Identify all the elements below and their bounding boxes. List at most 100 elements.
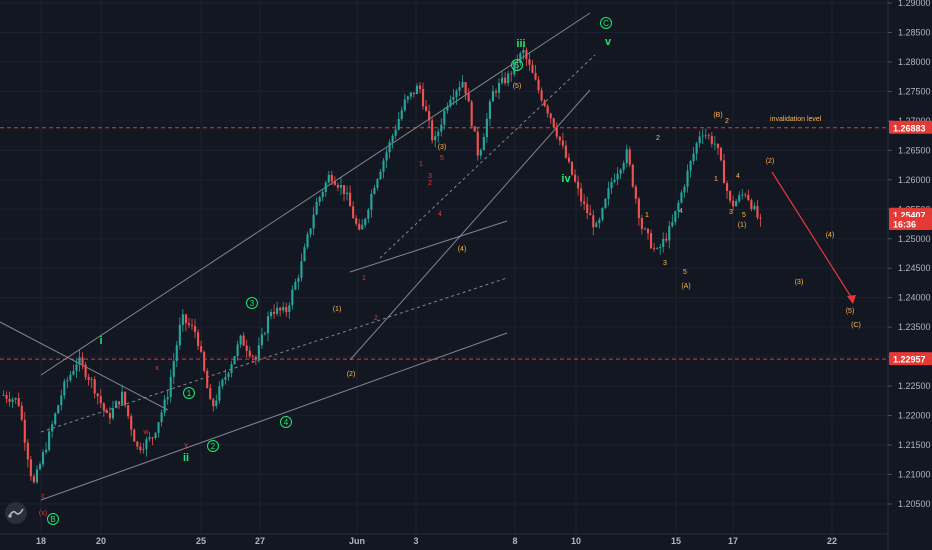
- wave-label-red: 2: [428, 180, 432, 187]
- candle-body: [370, 193, 373, 210]
- candle-body: [437, 131, 440, 137]
- candle-body: [449, 99, 452, 107]
- candle-body: [519, 53, 522, 64]
- candle-body: [306, 234, 309, 248]
- wave-label-circled: 5: [515, 61, 520, 70]
- wave-label-red: 2: [374, 315, 378, 322]
- candle-body: [212, 399, 215, 407]
- candle-body: [273, 311, 276, 314]
- candle-body: [729, 191, 732, 201]
- wave-label-orange: 2: [656, 135, 660, 142]
- wave-label-orange: 2: [725, 118, 729, 125]
- candle-body: [610, 181, 613, 189]
- candle-body: [619, 169, 622, 174]
- candle-body: [507, 73, 510, 84]
- candle-body: [710, 136, 713, 144]
- candle-body: [428, 111, 431, 121]
- candle-body: [41, 452, 45, 465]
- wave-label-orange: (B): [713, 112, 722, 119]
- y-tick-label: 1.29000: [898, 0, 931, 8]
- grid-lines: [0, 0, 888, 534]
- candle-body: [528, 59, 531, 65]
- wave-label-circled: C: [603, 19, 609, 28]
- candle-body: [175, 345, 178, 361]
- candle-body: [543, 100, 546, 107]
- candle-body: [564, 145, 567, 158]
- y-tick-label: 1.24000: [898, 293, 931, 303]
- wave-label-red: 3: [428, 173, 432, 180]
- candle-body: [20, 405, 23, 420]
- wave-label-orange: 3: [729, 209, 733, 216]
- candle-body: [324, 182, 327, 192]
- candle-body: [184, 314, 187, 324]
- candle-body: [409, 92, 412, 97]
- candle-body: [148, 437, 151, 440]
- wave-label-green: iii: [516, 38, 525, 50]
- candle-body: [680, 192, 683, 203]
- candlestick-series: [2, 45, 762, 485]
- candle-body: [604, 198, 607, 208]
- candle-body: [8, 398, 11, 402]
- candle-body: [540, 90, 543, 101]
- candle-body: [233, 356, 236, 365]
- candle-body: [704, 135, 707, 137]
- candle-body: [333, 181, 336, 185]
- logo-icon[interactable]: [5, 502, 27, 524]
- wave-label-orange: 1: [645, 212, 649, 219]
- candle-body: [455, 90, 458, 98]
- candle-body: [418, 85, 422, 90]
- x-tick-label: 20: [96, 536, 106, 546]
- candle-body: [169, 376, 172, 398]
- wave-label-orange: (5): [846, 308, 855, 315]
- candle-body: [51, 424, 54, 432]
- candle-body: [671, 222, 674, 227]
- y-axis[interactable]: 1.290001.285001.280001.275001.270001.265…: [887, 0, 932, 550]
- candle-body: [665, 238, 668, 241]
- wave-label-circle: [280, 416, 292, 428]
- candle-body: [643, 228, 647, 230]
- price-tag: [889, 217, 932, 231]
- candle-body: [412, 92, 415, 94]
- candle-body: [452, 97, 455, 100]
- wave-label-orange: (5): [513, 83, 522, 90]
- candle-body: [163, 399, 166, 413]
- candle-body: [497, 82, 501, 93]
- candle-body: [446, 106, 449, 111]
- candle-body: [288, 305, 291, 313]
- candle-body: [133, 429, 136, 442]
- candle-body: [649, 233, 653, 249]
- candle-body: [117, 401, 121, 405]
- candle-body: [197, 332, 200, 347]
- wave-label-orange: 3: [663, 260, 667, 267]
- candle-body: [513, 61, 516, 75]
- candle-body: [534, 73, 537, 80]
- wave-label-green: ii: [183, 452, 189, 464]
- candle-body: [443, 110, 446, 125]
- candle-body: [701, 135, 704, 137]
- wave-label-red: (x): [39, 510, 47, 517]
- candle-body: [659, 247, 662, 249]
- candle-body: [434, 136, 437, 141]
- candle-body: [93, 379, 96, 394]
- price-tag-label: 1.22957: [893, 355, 926, 365]
- candle-body: [458, 87, 461, 91]
- candle-body: [227, 373, 230, 377]
- candle-body: [200, 346, 203, 352]
- candle-body: [127, 405, 130, 417]
- x-tick-label: 27: [255, 536, 265, 546]
- wave-label-circled: 1: [187, 389, 192, 398]
- price-tag: [889, 352, 932, 366]
- candle-body: [57, 405, 60, 414]
- candle-body: [90, 379, 93, 381]
- candle-body: [263, 333, 267, 335]
- candle-body: [105, 410, 108, 414]
- candle-body: [327, 174, 330, 183]
- wave-label-red: y: [184, 442, 188, 449]
- candle-body: [69, 374, 72, 381]
- candle-body: [488, 101, 491, 119]
- candle-body: [379, 171, 382, 180]
- candle-body: [668, 226, 671, 241]
- x-axis[interactable]: 18 20 25 27 Jun 3 8 10 15 17 22: [0, 533, 888, 546]
- x-tick-label: 3: [413, 536, 418, 546]
